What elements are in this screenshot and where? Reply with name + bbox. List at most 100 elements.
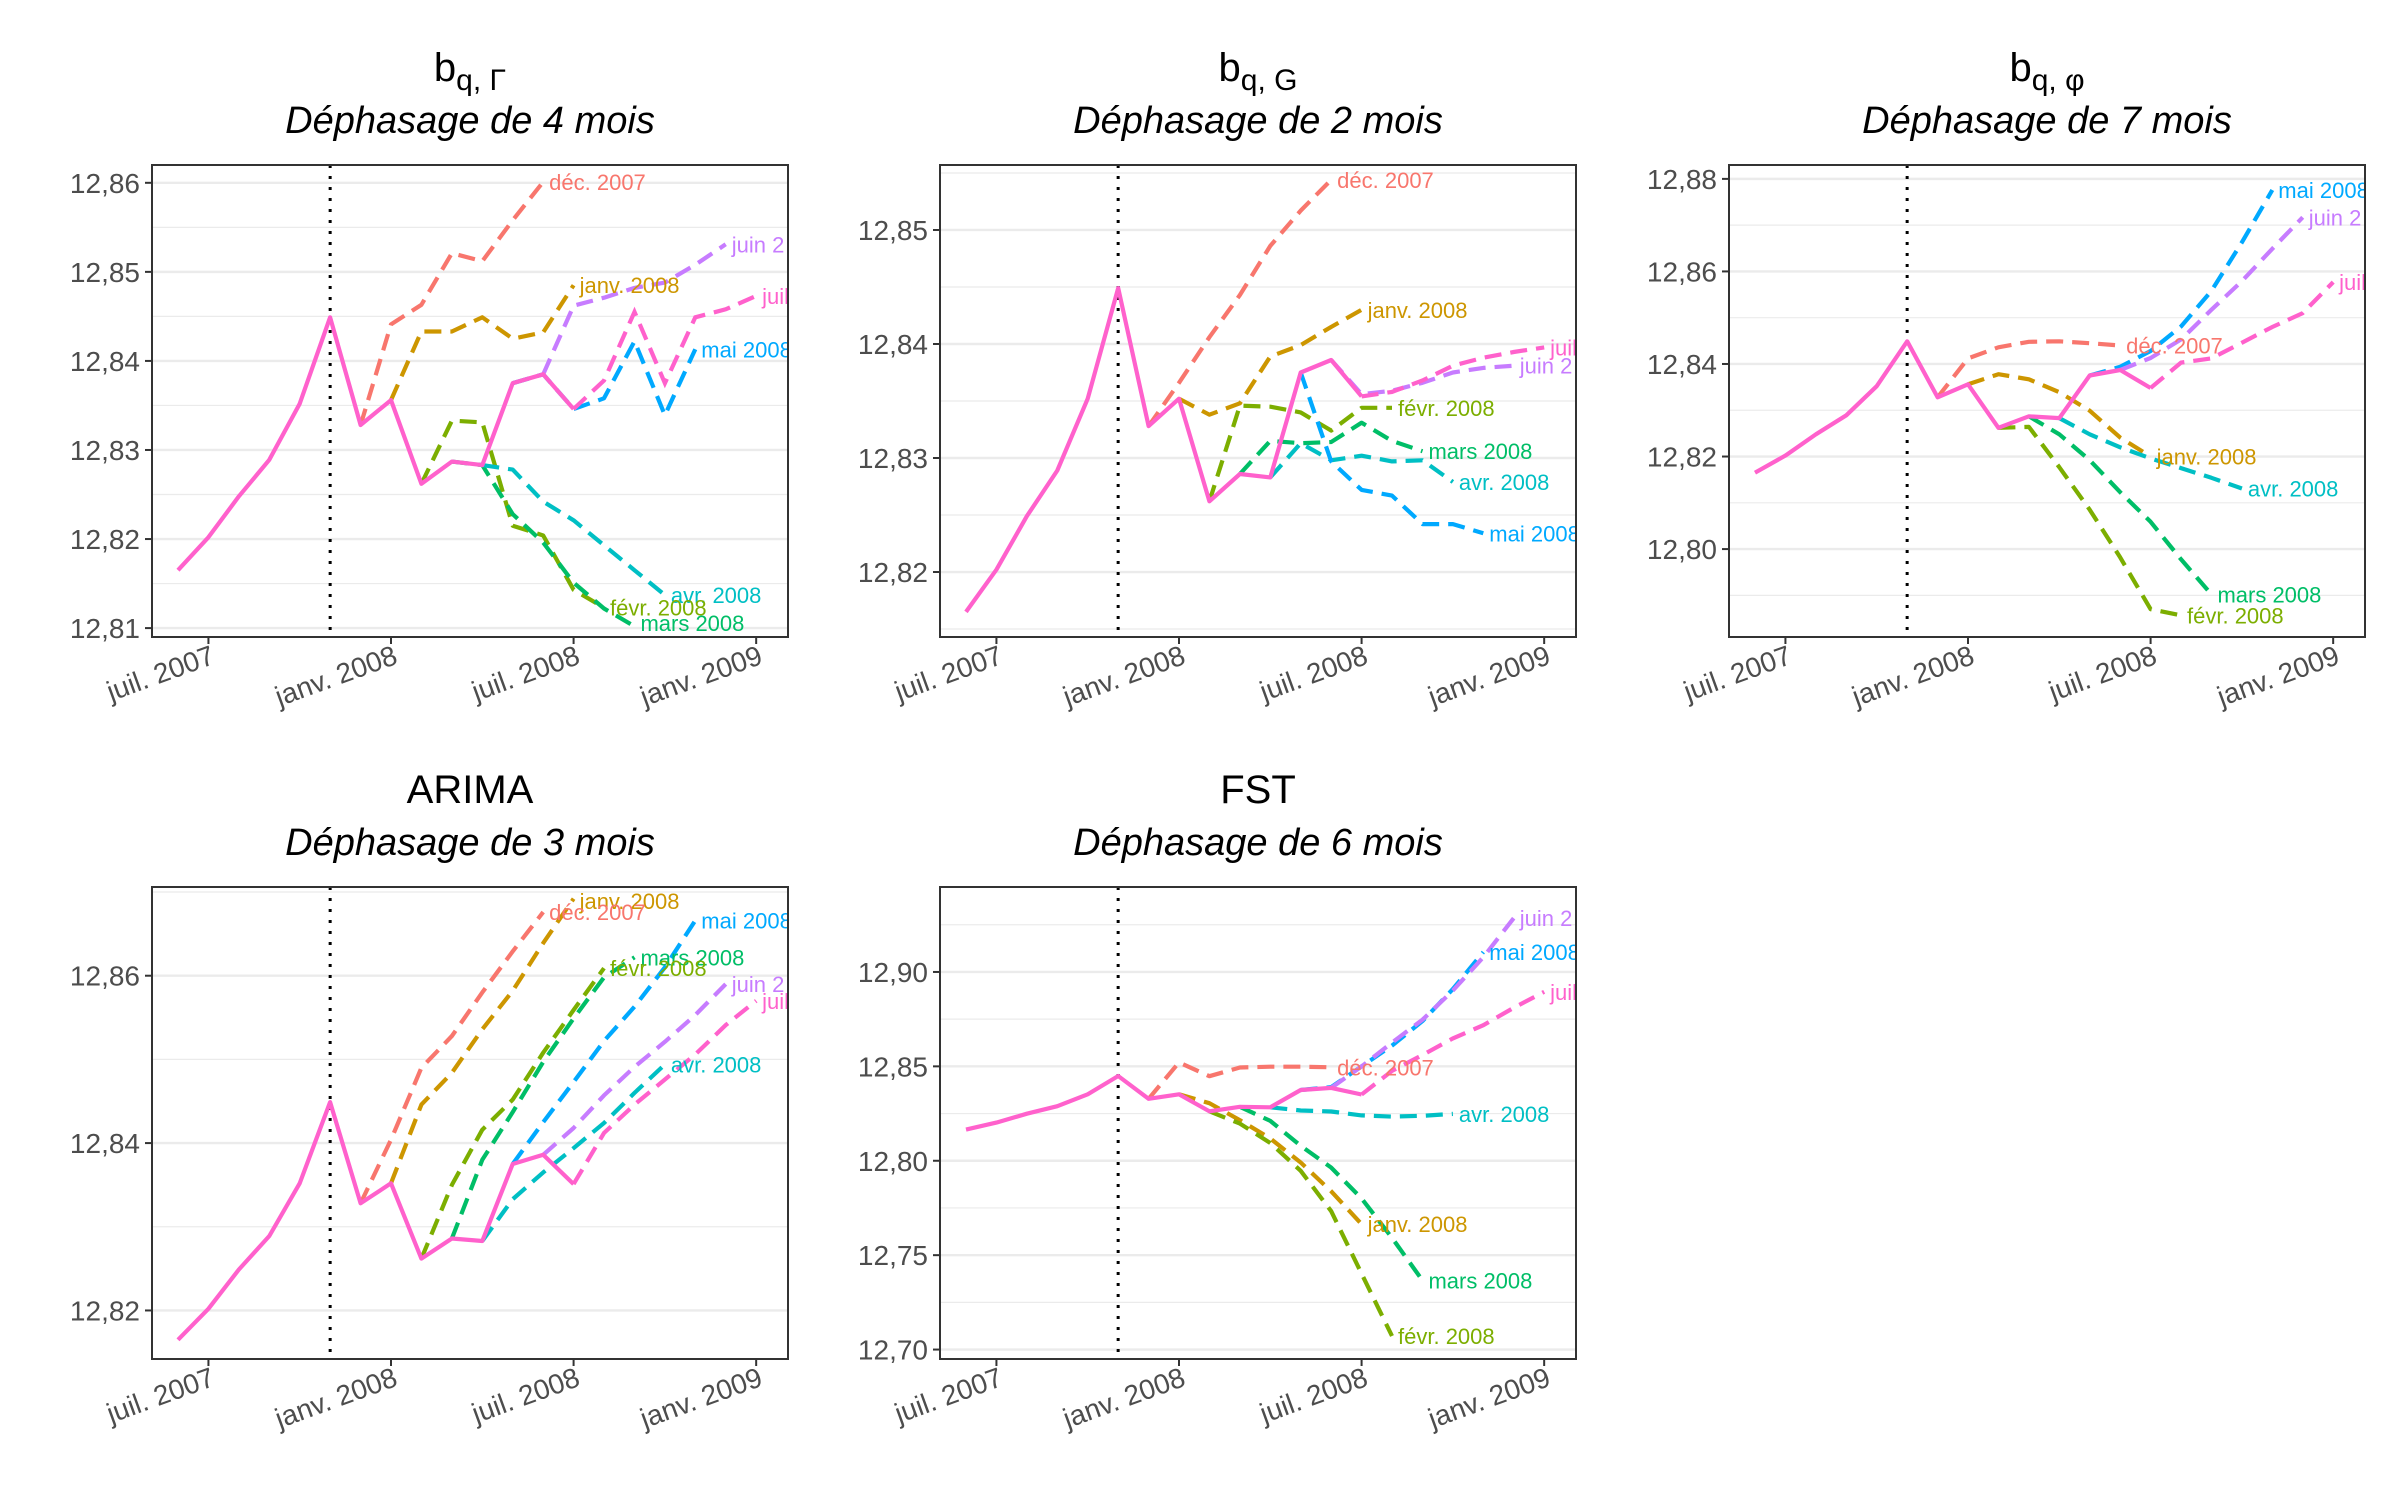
series-group	[1753, 188, 2335, 618]
y-tick-label: 12,86	[70, 168, 140, 199]
end-label-avr-2008: avr. 2008	[671, 583, 762, 608]
end-label-fevr-2008: févr. 2008	[2187, 603, 2284, 628]
series-line-mai-2008	[1298, 371, 1484, 536]
series-line-juil-2008-forecast	[1361, 345, 1545, 399]
end-label-juil-2008: juil.	[1549, 980, 1583, 1005]
x-tick-label: juil. 2008	[467, 1362, 584, 1430]
series-line-juin-2008	[541, 982, 728, 1157]
end-label-janv-2008: janv. 2008	[579, 273, 680, 298]
series-line-juil-2008	[1753, 339, 2152, 475]
panel-title: ARIMA	[407, 768, 534, 812]
series-group	[176, 897, 758, 1342]
y-tick-label: 12,82	[70, 524, 140, 555]
y-tick-label: 12,84	[1647, 349, 1717, 380]
end-label-juil-2008: juil.	[2338, 270, 2372, 295]
end-label-mai-2008: mai 2008	[1489, 521, 1580, 546]
x-tick-label: janv. 2008	[1847, 640, 1978, 713]
end-label-mai-2008: mai 2008	[1489, 940, 1580, 965]
series-line-juil-2008-forecast	[571, 999, 758, 1186]
panel-border	[939, 164, 1577, 638]
end-label-dec-2007: déc. 2007	[2126, 333, 2223, 358]
panel-b-q: 12,80 12,82 12,84 12,86 12,88 juil. 2007 janv.…	[1647, 46, 2372, 713]
y-tick-label: 12,88	[1647, 164, 1717, 195]
x-tick-label: janv. 2009	[1423, 1362, 1554, 1435]
panel-subtitle: Déphasage de 7 mois	[1862, 100, 2232, 142]
end-label-avr-2008: avr. 2008	[1459, 1102, 1550, 1127]
panel-b-q-g: 12,82 12,83 12,84 12,85 juil. 2007 janv. 2008…	[858, 46, 1580, 713]
end-label-mai-2008: mai 2008	[2278, 178, 2369, 203]
series-line-juil-2008	[176, 315, 576, 572]
y-tick-label: 12,70	[858, 1335, 928, 1366]
series-line-dec-2007	[358, 180, 545, 426]
y-tick-label: 12,83	[70, 435, 140, 466]
y-tick-label: 12,83	[858, 443, 928, 474]
x-tick-label: janv. 2008	[1058, 1362, 1189, 1435]
panel-title: bq, φ	[2009, 46, 2084, 97]
end-label-mars-2008: mars 2008	[640, 945, 744, 970]
end-label-janv-2008: janv. 2008	[579, 889, 680, 914]
panel-border	[151, 886, 789, 1360]
end-label-fevr-2008: févr. 2008	[610, 956, 707, 981]
series-line-mars-2008	[1238, 420, 1424, 476]
series-line-janv-2008	[389, 284, 576, 401]
end-label-juil-2008: juil.	[761, 284, 795, 309]
panel-border	[939, 886, 1577, 1360]
series-line-avr-2008	[480, 1062, 667, 1243]
end-label-mai-2008: mai 2008	[701, 337, 792, 362]
end-label-dec-2007: déc. 2007	[1337, 1055, 1434, 1080]
y-tick-label: 12,86	[70, 961, 140, 992]
series-line-juin-2008	[1329, 358, 1514, 397]
series-line-fevr-2008	[419, 966, 606, 1260]
panel-fst: 12,70 12,75 12,80 12,85 12,90 juil. 2007 janv.…	[858, 768, 1583, 1435]
series-line-avr-2008	[481, 463, 667, 597]
y-tick-label: 12,85	[858, 215, 928, 246]
series-line-avr-2008	[1270, 1105, 1454, 1119]
end-label-fevr-2008: févr. 2008	[610, 596, 707, 621]
x-tick-label: juil. 2007	[102, 1362, 219, 1430]
end-label-mars-2008: mars 2008	[2217, 582, 2321, 607]
x-tick-label: juil. 2008	[1255, 1362, 1372, 1430]
end-label-janv-2008: janv. 2008	[1367, 1212, 1468, 1237]
series-line-juil-2008-forecast	[572, 293, 758, 411]
series-line-juil-2008	[964, 286, 1364, 614]
series-line-mars-2008	[449, 955, 636, 1240]
x-tick-label: janv. 2009	[1423, 640, 1554, 713]
x-tick-label: juil. 2007	[102, 640, 219, 708]
series-line-janv-2008	[1967, 372, 2152, 459]
series-line-mars-2008	[1239, 1104, 1425, 1282]
series-line-juin-2008	[2119, 215, 2305, 372]
y-tick-label: 12,75	[858, 1240, 928, 1271]
x-tick-label: janv. 2009	[635, 640, 766, 713]
end-label-mars-2008: mars 2008	[640, 611, 744, 636]
end-label-juin-2008: juin 2	[1519, 354, 1573, 379]
plot-background	[1729, 165, 2365, 637]
panel-title: FST	[1220, 768, 1296, 812]
series-line-dec-2007	[1935, 339, 2121, 399]
y-tick-label: 12,81	[70, 613, 140, 644]
x-tick-label: janv. 2008	[270, 1362, 401, 1435]
y-tick-label: 12,80	[1647, 534, 1717, 565]
panel-subtitle: Déphasage de 6 mois	[1073, 822, 1443, 864]
series-line-mai-2008	[2089, 188, 2275, 378]
end-label-mai-2008: mai 2008	[701, 908, 792, 933]
end-label-mars-2008: mars 2008	[1428, 1268, 1532, 1293]
x-tick-label: juil. 2008	[467, 640, 584, 708]
y-tick-label: 12,84	[70, 1128, 140, 1159]
y-tick-label: 12,90	[858, 957, 928, 988]
series-line-dec-2007	[1146, 1060, 1332, 1101]
panel-border	[1728, 164, 2366, 638]
end-label-mars-2008: mars 2008	[1428, 439, 1532, 464]
panel-title: bq, G	[1219, 46, 1298, 97]
end-label-janv-2008: janv. 2008	[1367, 298, 1468, 323]
series-line-fevr-2008	[1998, 424, 2182, 618]
series-line-juil-2008-forecast	[2149, 280, 2335, 390]
series-line-fevr-2008	[1207, 403, 1392, 502]
y-tick-label: 12,85	[70, 257, 140, 288]
series-line-janv-2008	[389, 897, 576, 1185]
x-tick-label: juil. 2007	[1679, 640, 1796, 708]
series-group	[965, 916, 1546, 1337]
y-tick-label: 12,84	[70, 346, 140, 377]
end-label-avr-2008: avr. 2008	[671, 1052, 762, 1077]
x-tick-label: janv. 2009	[2212, 640, 2343, 713]
